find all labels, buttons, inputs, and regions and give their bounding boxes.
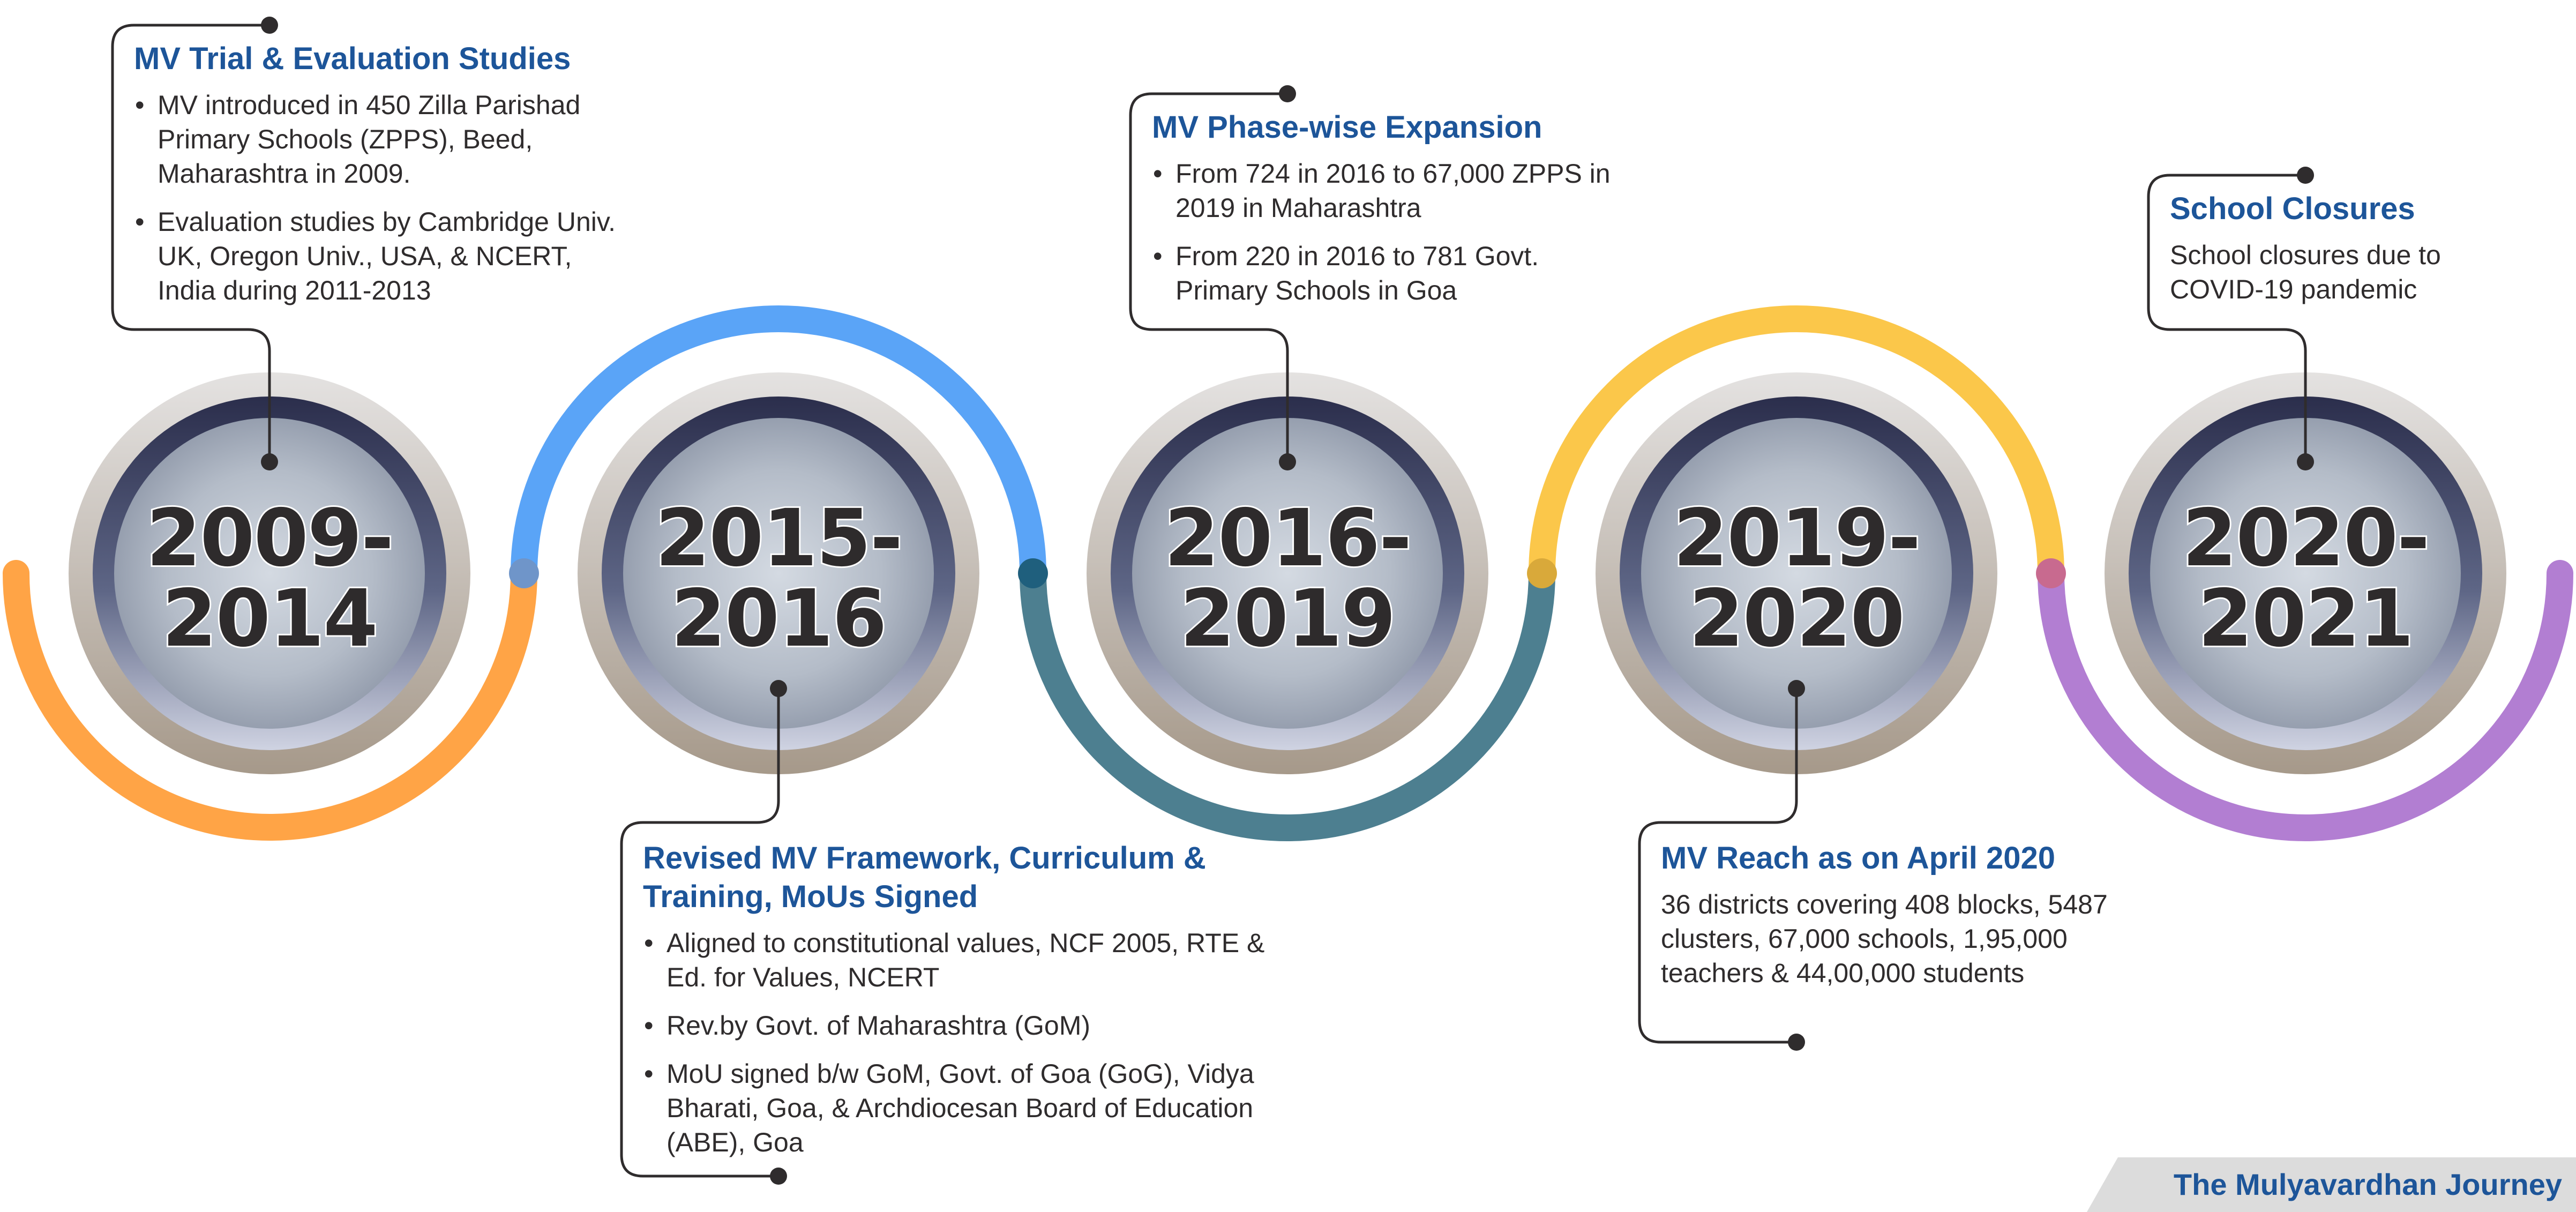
junction-dot bbox=[1018, 558, 1048, 588]
connector-dot bbox=[2297, 167, 2314, 184]
year-disc-2020-2021 bbox=[2105, 372, 2506, 774]
connector-dot bbox=[261, 17, 278, 34]
junction-dot bbox=[1527, 558, 1557, 588]
year-disc-2015-2016 bbox=[578, 372, 979, 774]
year-label-end: 2014 bbox=[162, 573, 377, 664]
callout-title: Revised MV Framework, Curriculum & Train… bbox=[643, 841, 1206, 914]
callout-bullet-list: • From 724 in 2016 to 67,000 ZPPS in 2019… bbox=[1152, 156, 1623, 308]
connector-dot bbox=[261, 453, 278, 470]
footer-title: The Mulyavardhan Journey bbox=[2173, 1168, 2562, 1201]
callout-mv-reach: MV Reach as on April 2020 36 districts c… bbox=[1661, 839, 2122, 990]
list-item: • Rev.by Govt. of Maharashtra (GoM) bbox=[643, 1008, 1286, 1043]
list-item: • From 724 in 2016 to 67,000 ZPPS in 2019… bbox=[1152, 156, 1623, 225]
connector-line bbox=[2147, 174, 2307, 462]
bullet-icon: • bbox=[644, 1059, 654, 1089]
callout-revised-framework: Revised MV Framework, Curriculum & Train… bbox=[643, 839, 1286, 1173]
callout-bullet-list: • MV introduced in 450 Zilla Parishad Pri… bbox=[134, 88, 632, 308]
year-label-start: 2020- bbox=[2182, 492, 2429, 584]
connector-dot bbox=[1788, 1034, 1805, 1051]
footer-banner: The Mulyavardhan Journey bbox=[2087, 1157, 2576, 1212]
callout-phase-expansion: MV Phase-wise Expansion • From 724 in 201… bbox=[1152, 108, 1623, 321]
callout-title: MV Reach as on April 2020 bbox=[1661, 841, 2056, 876]
wave-segment-teal bbox=[1020, 573, 1555, 841]
connector-dot bbox=[770, 1168, 787, 1185]
callout-bullet-list: • Aligned to constitutional values, NCF 2… bbox=[643, 926, 1286, 1159]
year-disc-2016-2019 bbox=[1087, 372, 1488, 774]
bullet-icon: • bbox=[1153, 159, 1163, 189]
list-item: • MoU signed b/w GoM, Govt. of Goa (GoG),… bbox=[643, 1057, 1286, 1159]
connector-dot bbox=[1279, 453, 1296, 470]
year-label-start: 2019- bbox=[1673, 492, 1920, 584]
callout-title: MV Phase-wise Expansion bbox=[1152, 110, 1542, 145]
year-label-end: 2020 bbox=[1689, 573, 1904, 664]
callout-title: School Closures bbox=[2170, 191, 2415, 226]
year-label-end: 2019 bbox=[1180, 573, 1395, 664]
junction-dot bbox=[2036, 558, 2066, 588]
year-label-start: 2016- bbox=[1164, 492, 1411, 584]
year-disc-2019-2020 bbox=[1596, 372, 1997, 774]
junction-dot bbox=[509, 558, 539, 588]
wave-segment-blue bbox=[511, 305, 1046, 574]
connector-dot bbox=[770, 680, 787, 697]
callout-title: MV Trial & Evaluation Studies bbox=[134, 41, 571, 76]
bullet-icon: • bbox=[1153, 241, 1163, 271]
connector-line bbox=[1129, 92, 1289, 462]
connector-dot bbox=[1279, 85, 1296, 102]
callout-text: School closures due to COVID-19 pandemic bbox=[2170, 240, 2441, 304]
bullet-icon: • bbox=[644, 928, 654, 958]
list-item: • Evaluation studies by Cambridge Univ. U… bbox=[134, 205, 632, 308]
bullet-icon: • bbox=[135, 207, 145, 237]
wave-segment-orange bbox=[3, 560, 537, 841]
connector-line bbox=[111, 24, 271, 462]
year-label-start: 2009- bbox=[146, 492, 393, 584]
year-disc-2009-2014 bbox=[69, 372, 470, 774]
callout-trial-evaluation: MV Trial & Evaluation Studies • MV introd… bbox=[134, 40, 632, 321]
list-item: • From 220 in 2016 to 781 Govt. Primary S… bbox=[1152, 239, 1623, 308]
wave-segment-purple bbox=[2038, 560, 2573, 841]
list-item: • Aligned to constitutional values, NCF 2… bbox=[643, 926, 1286, 994]
connector-dot bbox=[1788, 680, 1805, 697]
connector-dot bbox=[2297, 453, 2314, 470]
connector-line bbox=[1638, 689, 1798, 1044]
connector-line bbox=[620, 689, 780, 1178]
year-label-end: 2016 bbox=[671, 573, 886, 664]
year-label-start: 2015- bbox=[655, 492, 902, 584]
bullet-icon: • bbox=[135, 90, 145, 120]
wave-segment-yellow bbox=[1529, 305, 2064, 574]
bullet-icon: • bbox=[644, 1011, 654, 1041]
year-label-end: 2021 bbox=[2198, 573, 2413, 664]
list-item: • MV introduced in 450 Zilla Parishad Pri… bbox=[134, 88, 632, 191]
callout-school-closures: School Closures School closures due to C… bbox=[2170, 190, 2502, 306]
callout-text: 36 districts covering 408 blocks, 5487 c… bbox=[1661, 889, 2108, 988]
